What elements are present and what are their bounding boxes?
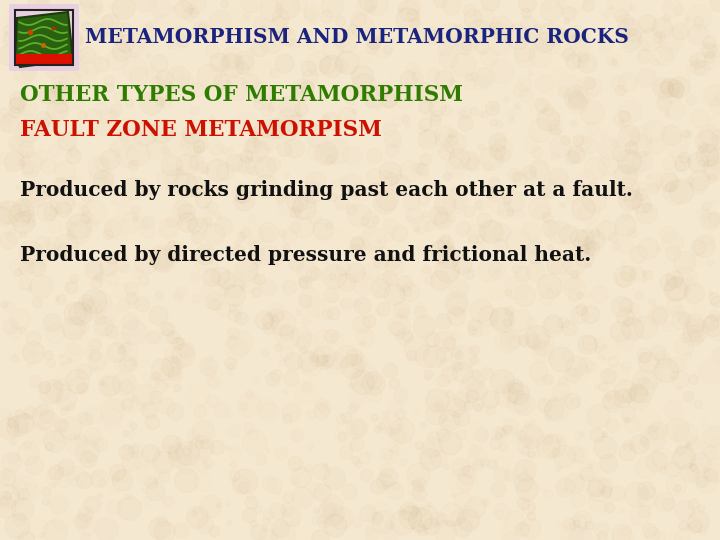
Text: Produced by rocks grinding past each other at a fault.: Produced by rocks grinding past each oth… xyxy=(20,180,633,200)
Text: OTHER TYPES OF METAMORPHISM: OTHER TYPES OF METAMORPHISM xyxy=(20,84,463,106)
Text: FAULT ZONE METAMORPISM: FAULT ZONE METAMORPISM xyxy=(20,119,382,141)
Polygon shape xyxy=(15,12,73,67)
Text: Produced by directed pressure and frictional heat.: Produced by directed pressure and fricti… xyxy=(20,245,591,265)
FancyBboxPatch shape xyxy=(9,4,79,71)
FancyBboxPatch shape xyxy=(15,54,73,65)
Text: METAMORPHISM AND METAMORPHIC ROCKS: METAMORPHISM AND METAMORPHIC ROCKS xyxy=(85,27,629,47)
